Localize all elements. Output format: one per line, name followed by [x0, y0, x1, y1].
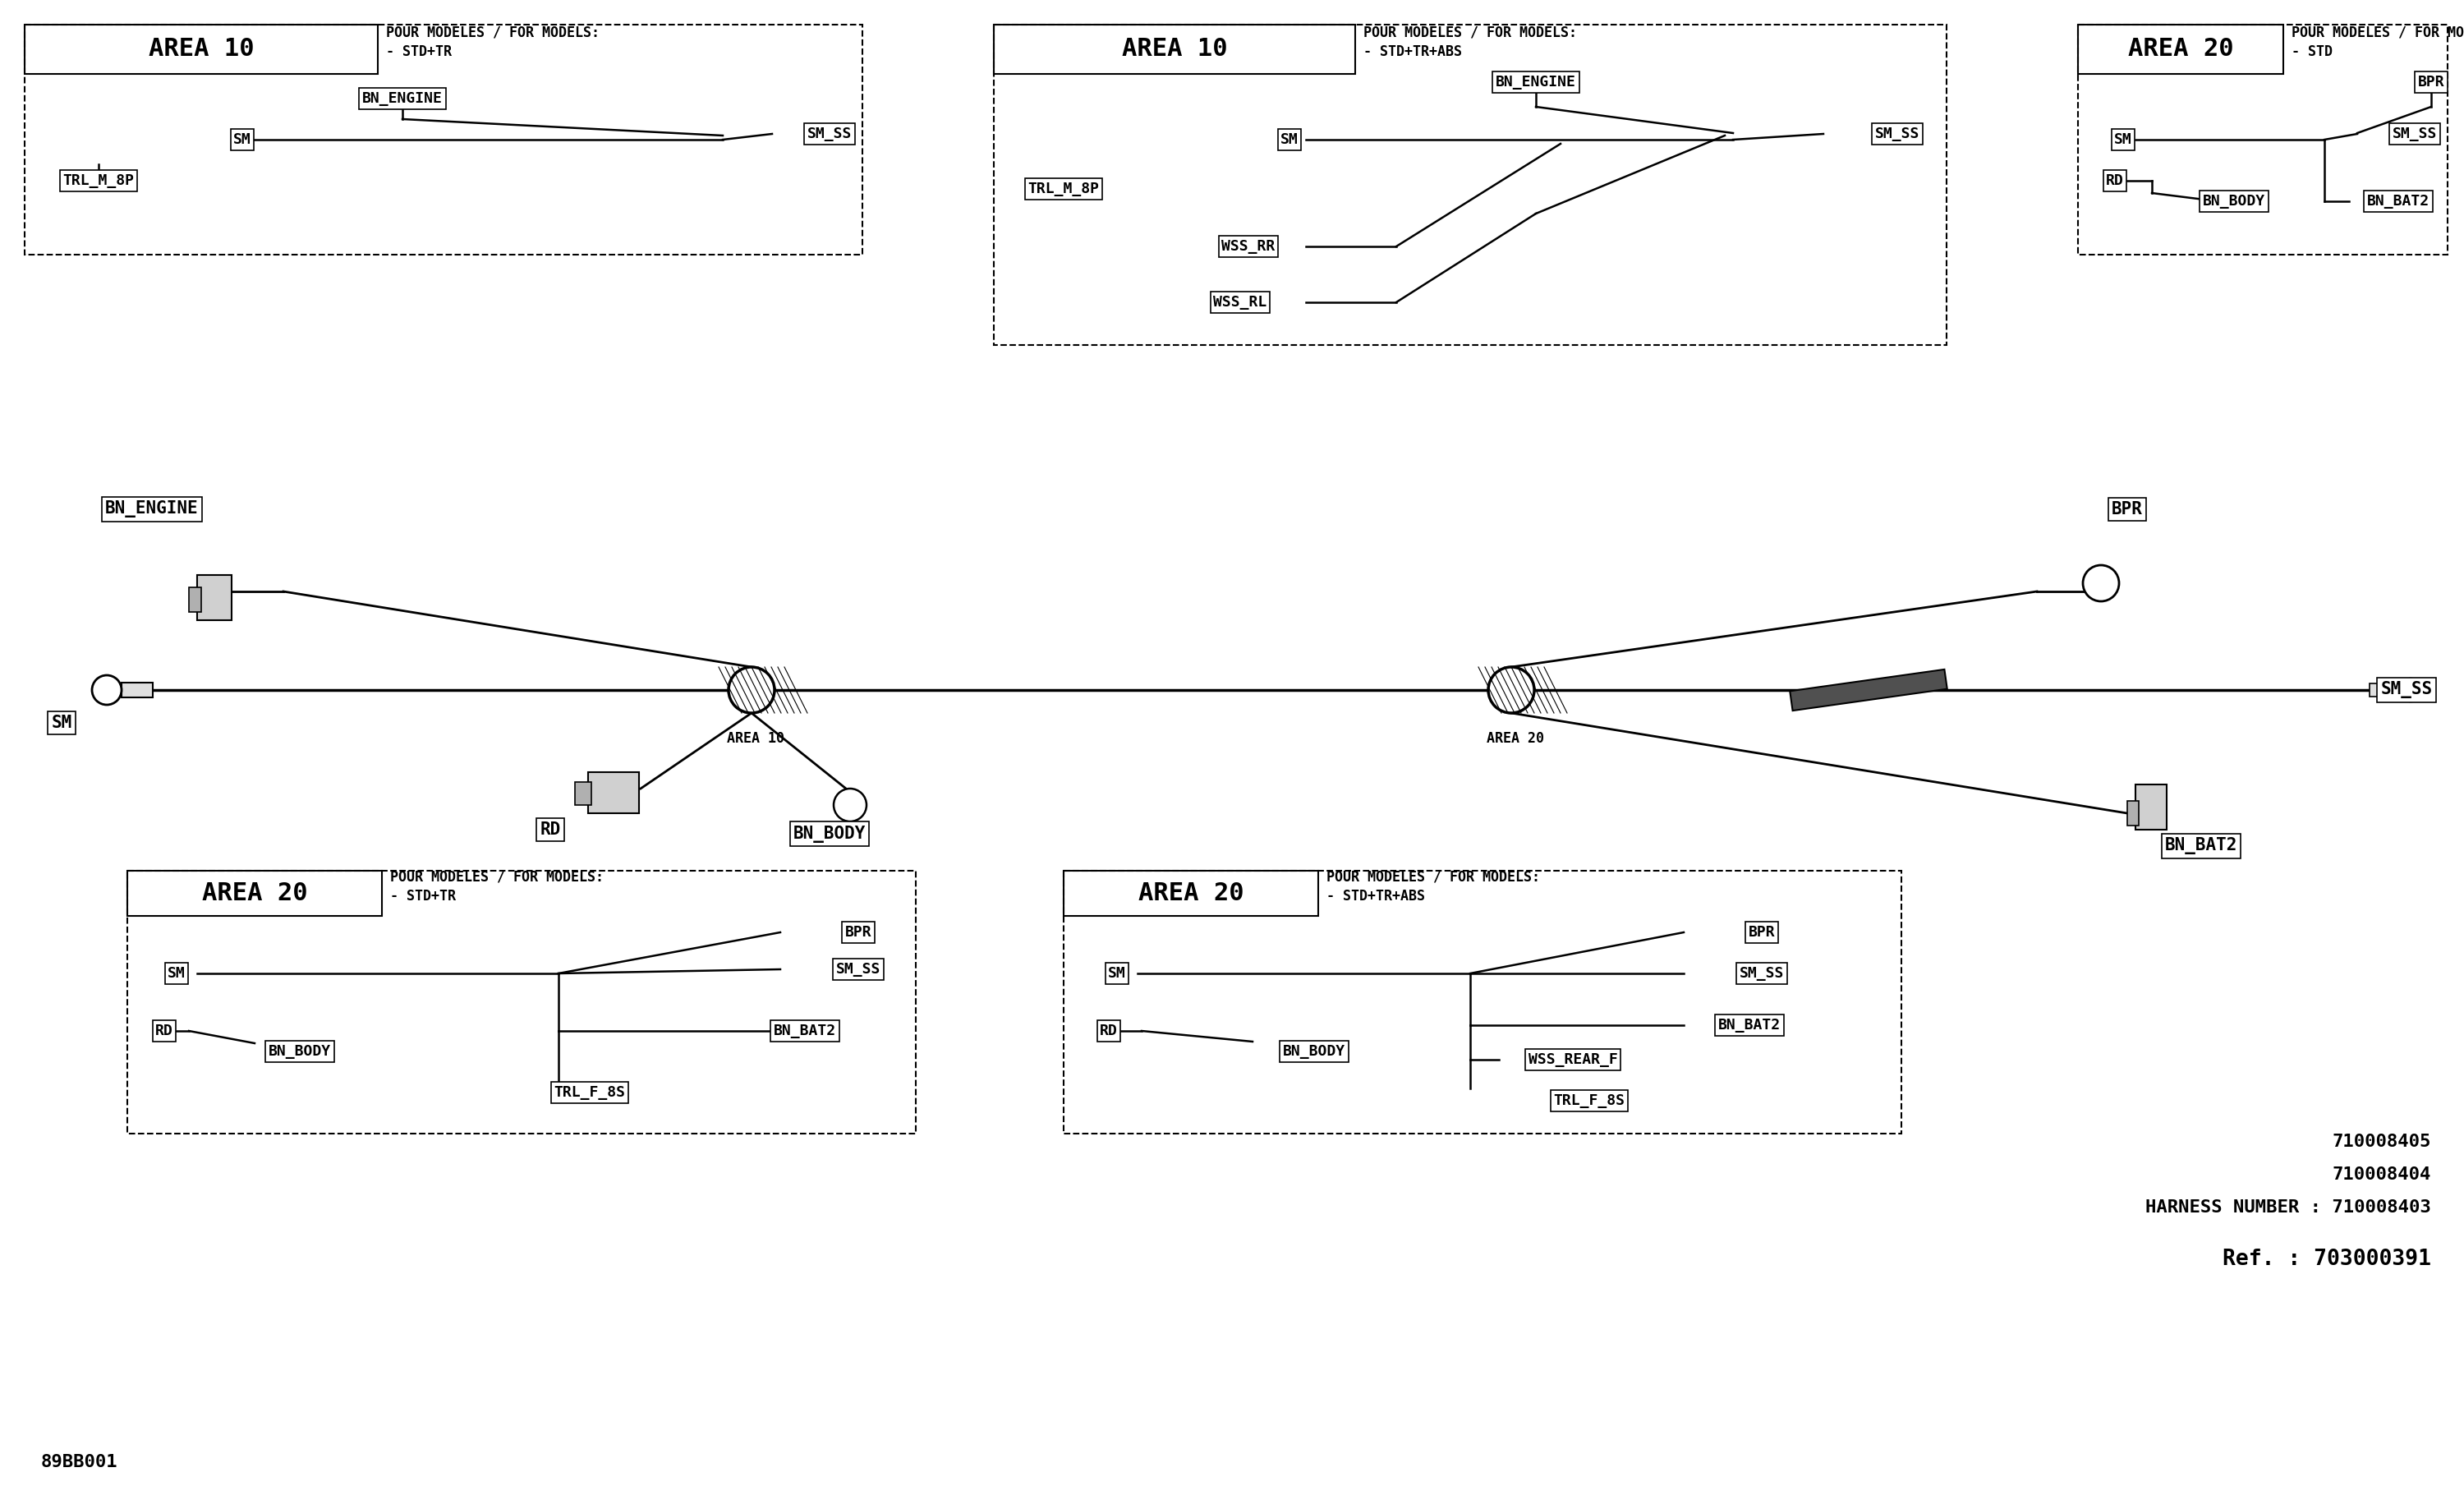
Bar: [128, 871, 382, 916]
Bar: [25, 24, 862, 255]
Circle shape: [2400, 679, 2422, 702]
Text: SM_SS: SM_SS: [808, 127, 853, 142]
Text: AREA 10: AREA 10: [148, 38, 254, 62]
Bar: [128, 871, 917, 1133]
Bar: [993, 24, 1947, 346]
Text: BN_BODY: BN_BODY: [1284, 1044, 1345, 1059]
Text: BN_ENGINE: BN_ENGINE: [106, 501, 200, 518]
Text: BN_ENGINE: BN_ENGINE: [362, 91, 444, 106]
Bar: [574, 782, 591, 804]
Text: RD: RD: [1099, 1023, 1119, 1038]
Text: SM_SS: SM_SS: [1740, 966, 1784, 981]
Text: AREA 20: AREA 20: [202, 881, 308, 905]
Text: BN_BAT2: BN_BAT2: [1717, 1017, 1781, 1032]
Text: TRL_M_8P: TRL_M_8P: [1027, 181, 1099, 196]
Text: 89BB001: 89BB001: [42, 1455, 118, 1470]
Bar: [121, 682, 153, 697]
Text: POUR MODELES / FOR MODELS:
- STD+TR+ABS: POUR MODELES / FOR MODELS: - STD+TR+ABS: [1326, 869, 1540, 904]
Text: RD: RD: [2107, 174, 2124, 189]
Text: WSS_REAR_F: WSS_REAR_F: [1528, 1052, 1616, 1067]
Text: AREA 10: AREA 10: [1121, 38, 1227, 62]
Text: BPR: BPR: [845, 925, 872, 940]
Text: AREA 20: AREA 20: [2129, 38, 2232, 62]
Text: POUR MODELES / FOR MODELS:
- STD+TR: POUR MODELES / FOR MODELS: - STD+TR: [389, 869, 604, 904]
Text: BN_BODY: BN_BODY: [793, 825, 865, 842]
Text: SM: SM: [1109, 966, 1126, 981]
Bar: [1789, 670, 1947, 711]
Text: BN_BODY: BN_BODY: [269, 1044, 330, 1059]
Text: BN_BAT2: BN_BAT2: [774, 1023, 835, 1038]
Circle shape: [2082, 566, 2119, 601]
Text: TRL_F_8S: TRL_F_8S: [554, 1085, 626, 1100]
Text: SM: SM: [168, 966, 185, 981]
Text: WSS_RR: WSS_RR: [1222, 238, 1276, 254]
Text: BN_ENGINE: BN_ENGINE: [1496, 75, 1577, 89]
Text: AREA 20: AREA 20: [1486, 730, 1545, 745]
Text: BPR: BPR: [2112, 501, 2144, 518]
Text: RD: RD: [155, 1023, 172, 1038]
Text: BN_BAT2: BN_BAT2: [2166, 837, 2237, 854]
Text: POUR MODELES / FOR MODELS:
- STD+TR+ABS: POUR MODELES / FOR MODELS: - STD+TR+ABS: [1363, 24, 1577, 59]
Text: POUR MODELES / FOR MODELS:
- STD: POUR MODELES / FOR MODELS: - STD: [2292, 24, 2464, 59]
Bar: [197, 575, 232, 620]
Bar: [2077, 24, 2284, 74]
Bar: [589, 773, 638, 813]
Text: SM: SM: [2114, 133, 2131, 146]
Text: SM_SS: SM_SS: [1875, 127, 1919, 142]
Text: WSS_RL: WSS_RL: [1212, 294, 1266, 309]
Circle shape: [91, 675, 121, 705]
Circle shape: [729, 667, 774, 714]
Text: AREA 20: AREA 20: [1138, 881, 1244, 905]
Circle shape: [1488, 667, 1535, 714]
Text: BPR: BPR: [2417, 75, 2444, 89]
Text: Ref. : 703000391: Ref. : 703000391: [2223, 1248, 2432, 1271]
Text: SM: SM: [52, 715, 71, 730]
Text: BN_BAT2: BN_BAT2: [2368, 193, 2430, 208]
Bar: [25, 24, 377, 74]
Text: 710008405: 710008405: [2333, 1133, 2432, 1150]
Text: AREA 10: AREA 10: [727, 730, 784, 745]
Text: RD: RD: [540, 821, 562, 837]
Text: SM: SM: [1281, 133, 1299, 146]
Text: SM_SS: SM_SS: [835, 961, 880, 976]
Circle shape: [833, 789, 867, 821]
Bar: [2077, 24, 2447, 255]
Bar: [993, 24, 1355, 74]
Text: HARNESS NUMBER : 710008403: HARNESS NUMBER : 710008403: [2146, 1200, 2432, 1216]
Bar: [2370, 684, 2402, 697]
Bar: [2136, 785, 2166, 830]
Bar: [2126, 801, 2139, 825]
Bar: [1064, 871, 1902, 1133]
Bar: [1064, 871, 1318, 916]
Text: BN_BODY: BN_BODY: [2203, 193, 2264, 208]
Text: SM_SS: SM_SS: [2380, 682, 2432, 699]
Text: SM_SS: SM_SS: [2393, 127, 2437, 142]
Text: TRL_M_8P: TRL_M_8P: [64, 174, 133, 189]
Text: BPR: BPR: [1749, 925, 1774, 940]
Text: POUR MODELES / FOR MODELS:
- STD+TR: POUR MODELES / FOR MODELS: - STD+TR: [387, 24, 599, 59]
Text: SM: SM: [234, 133, 251, 146]
Bar: [190, 587, 202, 613]
Text: 710008404: 710008404: [2333, 1166, 2432, 1183]
Text: TRL_F_8S: TRL_F_8S: [1552, 1094, 1626, 1108]
